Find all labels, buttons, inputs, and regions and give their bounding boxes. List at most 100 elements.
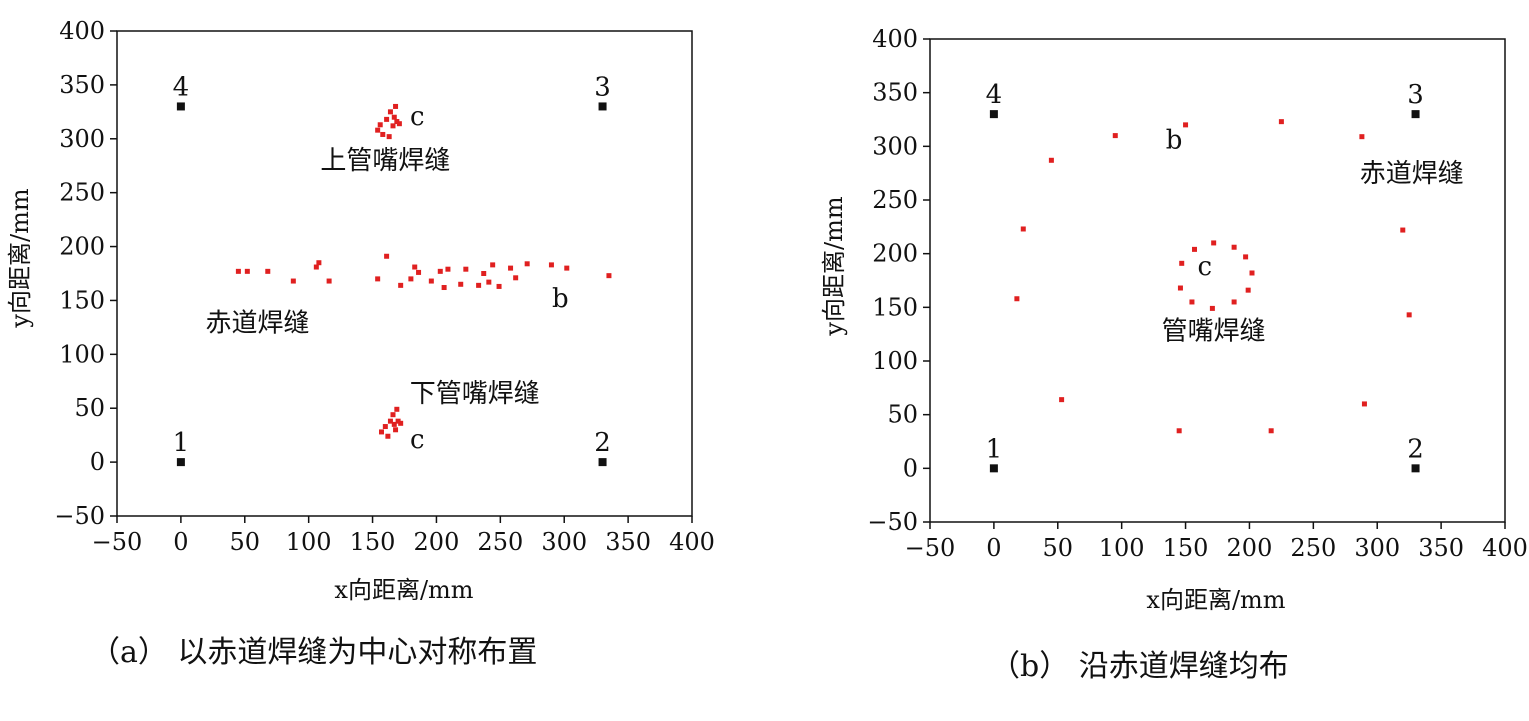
x-tick-label: 100 [1099, 534, 1145, 562]
source-point [524, 261, 530, 267]
x-tick-label: 100 [286, 528, 332, 556]
sensor-label-2: 2 [1407, 434, 1424, 464]
sensor-label-2: 2 [594, 428, 611, 458]
source-point [490, 262, 496, 268]
source-point [1406, 312, 1412, 318]
source-point [391, 421, 397, 427]
source-point [387, 109, 393, 115]
annotation: c [410, 102, 425, 132]
sensor-label-3: 3 [1407, 80, 1424, 110]
x-tick-label: 250 [1290, 534, 1336, 562]
sensor-label-4: 4 [986, 80, 1003, 110]
source-point [396, 121, 402, 127]
source-point [476, 282, 482, 288]
x-tick-label: 300 [541, 528, 587, 556]
source-point [1177, 285, 1183, 291]
source-point [244, 268, 250, 274]
y-axis-label-a: y向距离/mm [6, 188, 34, 328]
source-point [326, 278, 332, 284]
source-point [384, 116, 390, 122]
sensor-marker-3 [598, 102, 607, 111]
x-tick-label: −50 [905, 534, 956, 562]
source-point [386, 134, 392, 140]
source-point [1268, 428, 1274, 434]
sensor-label-3: 3 [594, 72, 611, 102]
source-point [1014, 296, 1020, 302]
source-point [416, 269, 422, 275]
source-point [513, 275, 519, 281]
source-point [375, 276, 381, 282]
source-point [1231, 299, 1237, 305]
source-point [1361, 401, 1367, 407]
source-point [316, 260, 322, 266]
y-tick-label: 150 [872, 293, 918, 321]
x-tick-label: −50 [92, 528, 143, 556]
sensor-marker-2 [1411, 464, 1420, 473]
source-point [379, 429, 384, 435]
caption-b: （b） 沿赤道焊缝均布 [990, 649, 1289, 684]
source-point [385, 433, 391, 439]
y-tick-label: 400 [59, 17, 105, 45]
annotation: c [410, 425, 425, 455]
source-point [391, 114, 397, 120]
annotations-a: 上管嘴焊缝 c 赤道焊缝 b 下管嘴焊缝 c [206, 102, 569, 455]
source-point [313, 264, 319, 270]
source-point [1211, 240, 1217, 246]
plot-frame-b [929, 38, 1506, 523]
source-point [290, 278, 296, 284]
source-point [548, 262, 554, 268]
source-point [390, 123, 396, 129]
y-tick-label: −50 [54, 502, 105, 530]
annotation: 下管嘴焊缝 [410, 379, 540, 409]
source-point [384, 253, 390, 259]
sensor-marker-2 [598, 458, 607, 467]
sensor-label-1: 1 [986, 434, 1003, 464]
source-point [1249, 270, 1255, 276]
source-point [1189, 299, 1195, 305]
y-tick-label: 100 [872, 347, 918, 375]
x-tick-label: 50 [230, 528, 261, 556]
source-point [1176, 428, 1182, 434]
x-tick-label: 150 [350, 528, 396, 556]
source-point [1209, 305, 1215, 311]
source-point [394, 119, 400, 125]
y-tick-label: 0 [903, 454, 918, 482]
x-tick-label: 0 [173, 528, 188, 556]
y-tick-label: 100 [59, 340, 105, 368]
source-point [606, 273, 612, 279]
x-tick-label: 200 [1227, 534, 1273, 562]
source-point [1048, 157, 1054, 163]
source-point [486, 279, 492, 285]
source-point [1400, 227, 1406, 233]
y-tick-label: 150 [59, 286, 105, 314]
y-tick-label: 0 [90, 448, 105, 476]
source-point [1112, 133, 1118, 139]
source-point [387, 418, 393, 424]
source-point [1231, 244, 1237, 250]
y-tick-label: 50 [74, 394, 105, 422]
source-point [393, 103, 399, 109]
panel-a: −50 0 50 100 150 200 250 300 350 400 −50 0 50 100 150 2… [6, 17, 715, 670]
source-point [382, 424, 388, 430]
annotation: c [1197, 252, 1212, 282]
x-tick-label: 400 [1482, 534, 1528, 562]
source-point [394, 406, 400, 412]
y-tick-label: 350 [59, 71, 105, 99]
source-point [408, 276, 414, 282]
points-a [235, 103, 612, 439]
sensor-marker-1 [176, 458, 185, 467]
annotation: 管嘴焊缝 [1162, 317, 1266, 347]
tick-marks-a [110, 30, 693, 523]
x-tick-label: 350 [1418, 534, 1464, 562]
source-point [412, 264, 418, 270]
sensors-a: 1 2 3 4 [173, 72, 611, 467]
x-tick-label: 350 [605, 528, 651, 556]
x-tick-label: 250 [477, 528, 523, 556]
y-tick-label: 250 [59, 179, 105, 207]
source-point [1059, 397, 1065, 403]
source-point [496, 283, 502, 289]
annotation: 赤道焊缝 [1360, 159, 1464, 189]
tick-marks-b [923, 38, 1506, 529]
annotation: 上管嘴焊缝 [320, 146, 450, 176]
